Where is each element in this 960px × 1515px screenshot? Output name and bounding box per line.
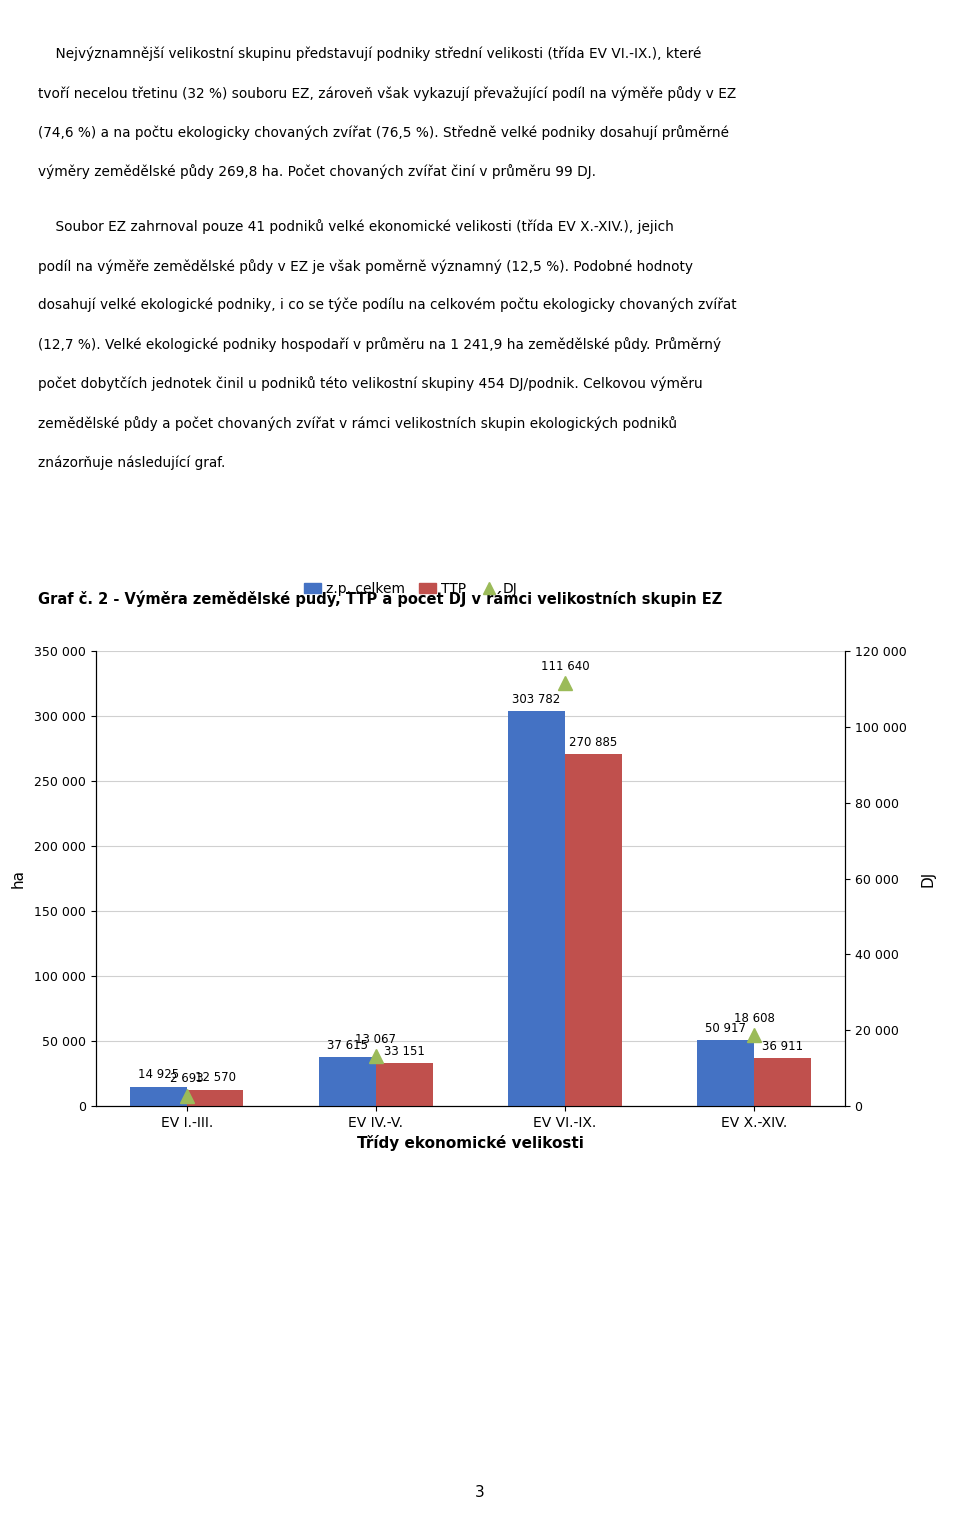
Text: 37 615: 37 615: [327, 1039, 368, 1051]
Bar: [319, 1057, 376, 1106]
Text: výměry zemědělské půdy 269,8 ha. Počet chovaných zvířat činí v průměru 99 DJ.: výměry zemědělské půdy 269,8 ha. Počet c…: [38, 165, 596, 179]
Text: Nejvýznamnější velikostní skupinu představují podniky střední velikosti (třída E: Nejvýznamnější velikostní skupinu předst…: [38, 47, 702, 61]
Text: 33 151: 33 151: [384, 1045, 424, 1057]
Text: 13 067: 13 067: [355, 1033, 396, 1045]
Text: 12 570: 12 570: [195, 1071, 235, 1085]
Legend: z.p. celkem, TTP, DJ: z.p. celkem, TTP, DJ: [299, 577, 522, 601]
Text: (74,6 %) a na počtu ekologicky chovaných zvířat (76,5 %). Středně velké podniky : (74,6 %) a na počtu ekologicky chovaných…: [38, 126, 730, 141]
Text: tvoří necelou třetinu (32 %) souboru EZ, zároveň však vykazují převažující podíl: tvoří necelou třetinu (32 %) souboru EZ,…: [38, 86, 736, 102]
Text: 3: 3: [475, 1485, 485, 1500]
Bar: [508, 712, 564, 1106]
Text: Soubor EZ zahrnoval pouze 41 podniků velké ekonomické velikosti (třída EV X.-XIV: Soubor EZ zahrnoval pouze 41 podniků vel…: [38, 220, 674, 235]
Bar: [754, 1057, 811, 1106]
Bar: [187, 1089, 244, 1106]
Text: zemědělské půdy a počet chovaných zvířat v rámci velikostních skupin ekologickýc: zemědělské půdy a počet chovaných zvířat…: [38, 415, 678, 430]
Bar: [697, 1039, 754, 1106]
Text: 50 917: 50 917: [706, 1021, 746, 1035]
Text: 36 911: 36 911: [762, 1039, 803, 1053]
Text: 270 885: 270 885: [569, 736, 617, 748]
Bar: [376, 1064, 433, 1106]
Text: 14 925: 14 925: [138, 1068, 179, 1082]
Y-axis label: ha: ha: [12, 870, 26, 888]
Text: 2 693: 2 693: [170, 1073, 204, 1085]
Text: podíl na výměře zemědělské půdy v EZ je však poměrně významný (12,5 %). Podobné : podíl na výměře zemědělské půdy v EZ je …: [38, 259, 693, 274]
Bar: [130, 1086, 187, 1106]
Bar: [564, 754, 622, 1106]
Text: (12,7 %). Velké ekologické podniky hospodaří v průměru na 1 241,9 ha zemědělské : (12,7 %). Velké ekologické podniky hospo…: [38, 338, 722, 351]
Text: počet dobytčích jednotek činil u podniků této velikostní skupiny 454 DJ/podnik. : počet dobytčích jednotek činil u podniků…: [38, 377, 703, 391]
X-axis label: Třídy ekonomické velikosti: Třídy ekonomické velikosti: [357, 1135, 584, 1151]
Y-axis label: DJ: DJ: [921, 871, 935, 886]
Text: 111 640: 111 640: [540, 659, 589, 673]
Text: znázorňuje následující graf.: znázorňuje následující graf.: [38, 454, 226, 470]
Text: 18 608: 18 608: [733, 1012, 775, 1024]
Text: dosahují velké ekologické podniky, i co se týče podílu na celkovém počtu ekologi: dosahují velké ekologické podniky, i co …: [38, 298, 737, 312]
Text: Graf č. 2 - Výměra zemědělské půdy, TTP a počet DJ v rámci velikostních skupin E: Graf č. 2 - Výměra zemědělské půdy, TTP …: [38, 589, 723, 608]
Text: 303 782: 303 782: [513, 694, 561, 706]
